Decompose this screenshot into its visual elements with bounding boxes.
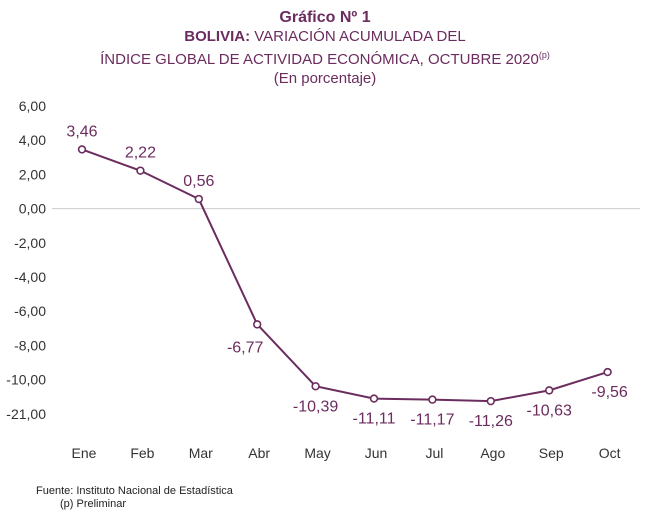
x-tick-label: Mar (189, 445, 213, 461)
chart-subtitle: (En porcentaje) (273, 70, 377, 87)
x-axis-ticks: Ene Feb Mar Abr May Jun Jul Ago Sep Oct (72, 445, 621, 461)
x-tick-label: Oct (599, 445, 621, 461)
data-label: -9,56 (591, 384, 628, 401)
y-tick-label: 2,00 (19, 166, 46, 182)
points-group (77, 145, 612, 406)
data-point (369, 394, 379, 403)
data-label: -11,17 (410, 412, 454, 429)
data-label: 3,46 (66, 123, 97, 140)
x-tick-label: Ene (72, 445, 97, 461)
y-tick-label: -6,00 (14, 303, 46, 319)
chart-title-line: BOLIVIA: VARIACIÓN ACUMULADA DEL (0, 27, 650, 46)
data-point (486, 396, 495, 406)
chart-header: Gráfico Nº 1 BOLIVIA: VARIACIÓN ACUMULAD… (0, 8, 650, 88)
figure-label: Gráfico Nº 1 (279, 9, 371, 26)
x-tick-label: Jun (365, 445, 388, 461)
series-group (81, 148, 608, 403)
y-axis-ticks: 6,00 4,00 2,00 0,00 -2,00 -4,00 -6,00 -8,00 -10,… (6, 98, 46, 422)
title-line3: ÍNDICE GLOBAL DE ACTIVIDAD ECONÓMICA, OC… (100, 51, 539, 68)
data-point (544, 386, 554, 395)
data-label: 2,22 (125, 145, 156, 162)
y-tick-label: -10,00 (6, 372, 46, 388)
title-rest: VARIACIÓN ACUMULADA DEL (254, 28, 466, 45)
series-line (81, 148, 608, 403)
x-tick-label: May (304, 445, 330, 461)
data-point (136, 166, 145, 175)
data-point (194, 194, 204, 204)
data-label: -11,26 (469, 413, 513, 430)
data-point (428, 395, 437, 404)
y-tick-label: -21,00 (6, 406, 46, 422)
data-point (311, 382, 320, 391)
chart-footer: Fuente: Instituto Nacional de Estadístic… (36, 485, 233, 511)
data-labels-group: 3,46 2,22 0,56 -6,77 -10,39 -11,11 -11,17 -11,2… (66, 123, 628, 430)
y-tick-label: 4,00 (19, 132, 46, 148)
country-label: BOLIVIA: (184, 28, 251, 45)
source-note: Fuente: Instituto Nacional de Estadístic… (36, 485, 233, 497)
y-tick-label: -8,00 (14, 337, 46, 353)
x-tick-label: Sep (539, 445, 564, 461)
chart-title-line-2: ÍNDICE GLOBAL DE ACTIVIDAD ECONÓMICA, OC… (0, 46, 650, 69)
x-tick-label: Feb (130, 445, 154, 461)
x-tick-label: Ago (480, 445, 505, 461)
data-point (253, 320, 262, 329)
data-label: -10,63 (527, 402, 572, 419)
data-label: 0,56 (183, 173, 214, 190)
preliminary-mark: (p) (538, 50, 550, 60)
x-tick-label: Jul (425, 445, 443, 461)
y-tick-label: -4,00 (14, 269, 46, 285)
data-point (603, 367, 612, 377)
y-tick-label: 0,00 (19, 201, 46, 217)
data-point (77, 145, 87, 154)
data-label: -10,39 (293, 398, 338, 415)
data-label: -11,11 (353, 411, 396, 428)
x-tick-label: Abr (248, 445, 270, 461)
y-tick-label: 6,00 (19, 98, 46, 114)
preliminary-note: (p) Preliminar (60, 498, 127, 510)
y-tick-label: -2,00 (14, 235, 46, 251)
data-label: -6,77 (227, 339, 264, 356)
